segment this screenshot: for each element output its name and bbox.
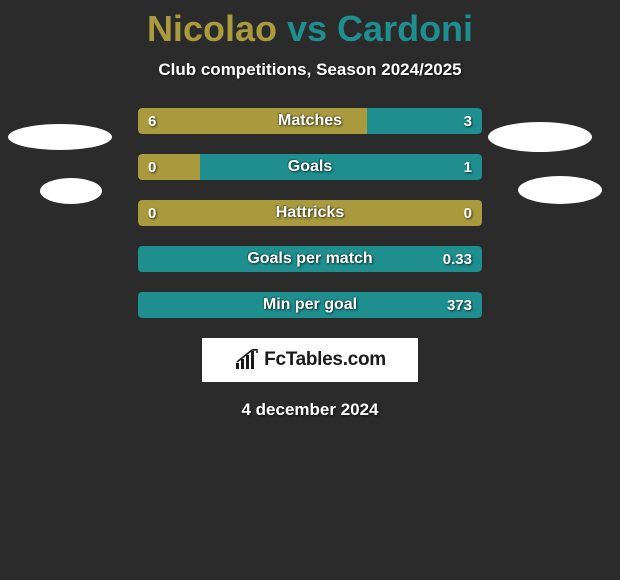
bar-left-fill [138,200,482,226]
title-player1: Nicolao [147,8,277,49]
bar-right-fill [138,246,482,272]
stat-row: 00Hattricks [138,200,482,226]
decorative-ellipse [8,124,112,150]
bar-right-fill [200,154,482,180]
comparison-card: Nicolao vs Cardoni Club competitions, Se… [0,0,620,420]
main-area: 63Matches 01Goals 00Hattricks 0.33Goals per… [0,108,620,420]
bar-left-fill [138,154,200,180]
decorative-ellipse [518,176,602,204]
stat-row: 01Goals [138,154,482,180]
bar-left-fill [138,108,367,134]
stat-row: 373Min per goal [138,292,482,318]
chart-icon [234,349,260,371]
bar-right-fill [138,292,482,318]
decorative-ellipse [488,122,592,152]
stat-bars: 63Matches 01Goals 00Hattricks 0.33Goals per… [138,108,482,318]
stat-row: 0.33Goals per match [138,246,482,272]
logo-text: FcTables.com [264,349,386,371]
title-vs: vs [287,8,327,49]
stat-row: 63Matches [138,108,482,134]
subtitle: Club competitions, Season 2024/2025 [0,60,620,80]
bar-right-fill [367,108,482,134]
page-title: Nicolao vs Cardoni [0,8,620,50]
title-player2: Cardoni [337,8,473,49]
date-label: 4 december 2024 [0,400,620,420]
decorative-ellipse [40,178,102,204]
logo-badge: FcTables.com [202,338,418,382]
